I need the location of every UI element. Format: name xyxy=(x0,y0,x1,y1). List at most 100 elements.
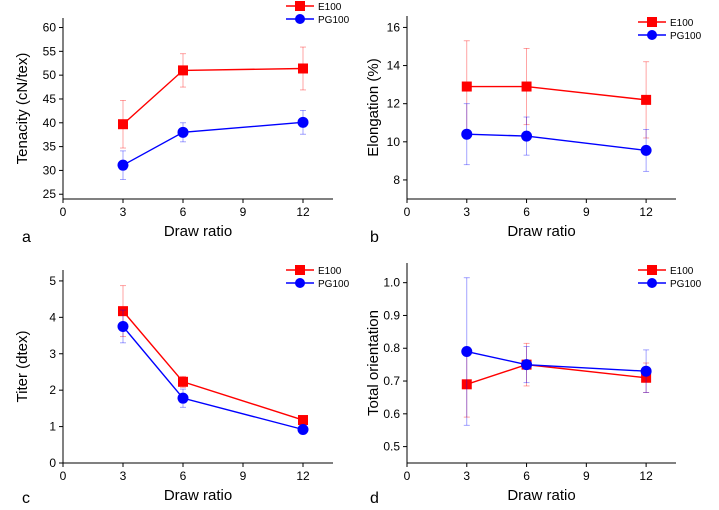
x-tick-label: 0 xyxy=(60,205,67,219)
x-tick-label: 0 xyxy=(60,469,67,483)
legend-label: E100 xyxy=(318,266,342,277)
x-tick-label: 0 xyxy=(404,205,411,219)
data-point-pg100 xyxy=(297,423,309,435)
data-point-e100 xyxy=(641,372,652,383)
x-tick-label: 3 xyxy=(463,205,470,219)
y-axis-label: Total orientation xyxy=(365,310,382,416)
y-tick-label: 16 xyxy=(387,20,401,34)
y-tick-label: 12 xyxy=(387,97,401,111)
legend-label: E100 xyxy=(318,2,342,13)
x-tick-label: 12 xyxy=(296,469,310,483)
y-tick-label: 2 xyxy=(49,383,56,397)
y-tick-label: 50 xyxy=(43,68,57,82)
x-tick-label: 9 xyxy=(583,469,590,483)
series-line-e100 xyxy=(122,67,304,125)
panel-d: 0 3 6 9 12 0.5 0.6 0.7 0.8 0.9 1.0 Draw ratio Total … xyxy=(365,263,702,507)
data-point-e100 xyxy=(118,119,128,130)
legend-label: E100 xyxy=(670,266,694,277)
x-tick-label: 3 xyxy=(120,205,127,219)
data-point-pg100 xyxy=(461,128,473,140)
data-point-e100 xyxy=(461,379,472,390)
series-line-e100 xyxy=(466,85,647,101)
y-tick-label: 55 xyxy=(43,44,57,58)
y-tick-label: 0.6 xyxy=(383,407,400,421)
y-tick-label: 45 xyxy=(43,92,57,106)
data-point-pg100 xyxy=(117,320,129,332)
y-tick-label: 5 xyxy=(49,274,56,288)
x-tick-label: 3 xyxy=(120,469,127,483)
x-axis-label: Draw ratio xyxy=(164,223,232,240)
panel-label: a xyxy=(22,229,31,246)
data-point-pg100 xyxy=(640,365,652,377)
panel-label: b xyxy=(370,229,379,246)
data-point-pg100 xyxy=(177,126,189,138)
y-axis-label: Elongation (%) xyxy=(365,58,382,156)
data-point-e100 xyxy=(298,63,308,74)
legend-label: PG100 xyxy=(318,15,350,26)
data-point-e100 xyxy=(641,94,652,105)
data-point-pg100 xyxy=(177,392,189,404)
x-tick-label: 6 xyxy=(523,469,530,483)
data-point-e100 xyxy=(178,376,188,387)
legend-marker xyxy=(647,30,657,40)
data-point-pg100 xyxy=(297,116,309,128)
series-line-pg100 xyxy=(122,121,304,166)
y-tick-label: 1 xyxy=(49,420,56,434)
panel-label: c xyxy=(22,490,30,507)
x-tick-label: 6 xyxy=(180,469,187,483)
series-line-e100 xyxy=(466,363,647,385)
panel-b: 0 3 6 9 12 8 10 12 14 16 Draw ratio Elongation (%) b… xyxy=(365,16,702,246)
y-tick-label: 0 xyxy=(49,456,56,470)
x-tick-label: 12 xyxy=(639,205,653,219)
data-point-e100 xyxy=(461,81,472,92)
data-point-pg100 xyxy=(640,144,652,156)
y-axis-label: Tenacity (cN/tex) xyxy=(14,53,31,165)
x-tick-label: 12 xyxy=(296,205,310,219)
x-tick-label: 6 xyxy=(180,205,187,219)
x-axis-label: Draw ratio xyxy=(507,223,575,240)
y-tick-label: 3 xyxy=(49,347,56,361)
y-tick-label: 10 xyxy=(387,135,401,149)
x-tick-label: 9 xyxy=(583,205,590,219)
panel-label: d xyxy=(370,490,379,507)
legend-marker xyxy=(295,278,305,288)
y-tick-label: 1.0 xyxy=(383,276,400,290)
x-axis-label: Draw ratio xyxy=(507,487,575,504)
y-tick-label: 0.7 xyxy=(383,374,400,388)
legend-marker xyxy=(647,265,657,275)
x-tick-label: 3 xyxy=(463,469,470,483)
data-point-e100 xyxy=(521,81,532,92)
legend-label: E100 xyxy=(670,18,694,29)
y-tick-label: 30 xyxy=(43,163,57,177)
y-tick-label: 14 xyxy=(387,59,401,73)
x-tick-label: 6 xyxy=(523,205,530,219)
y-axis-label: Titer (dtex) xyxy=(14,331,31,403)
legend-marker xyxy=(647,17,657,27)
series-line-pg100 xyxy=(466,133,647,152)
y-tick-label: 4 xyxy=(49,310,56,324)
y-tick-label: 0.5 xyxy=(383,440,400,454)
legend-marker xyxy=(295,1,305,11)
x-axis-label: Draw ratio xyxy=(164,487,232,504)
x-tick-label: 0 xyxy=(404,469,411,483)
data-point-e100 xyxy=(298,415,308,426)
data-point-pg100 xyxy=(521,359,533,371)
data-point-pg100 xyxy=(521,130,533,142)
legend-marker xyxy=(295,265,305,275)
x-tick-label: 12 xyxy=(639,469,653,483)
x-tick-label: 9 xyxy=(240,205,247,219)
legend-label: PG100 xyxy=(670,279,702,290)
legend-label: PG100 xyxy=(670,31,702,42)
y-tick-label: 0.8 xyxy=(383,341,400,355)
legend-marker xyxy=(647,278,657,288)
x-tick-label: 9 xyxy=(240,469,247,483)
data-point-pg100 xyxy=(117,159,129,171)
panel-a: 0 3 6 9 12 25 30 35 40 45 50 55 60 Draw ratio Tenacity… xyxy=(14,1,350,246)
y-tick-label: 0.9 xyxy=(383,308,400,322)
y-tick-label: 25 xyxy=(43,187,57,201)
y-tick-label: 60 xyxy=(43,21,57,35)
data-point-e100 xyxy=(178,65,188,76)
y-tick-label: 35 xyxy=(43,140,57,154)
